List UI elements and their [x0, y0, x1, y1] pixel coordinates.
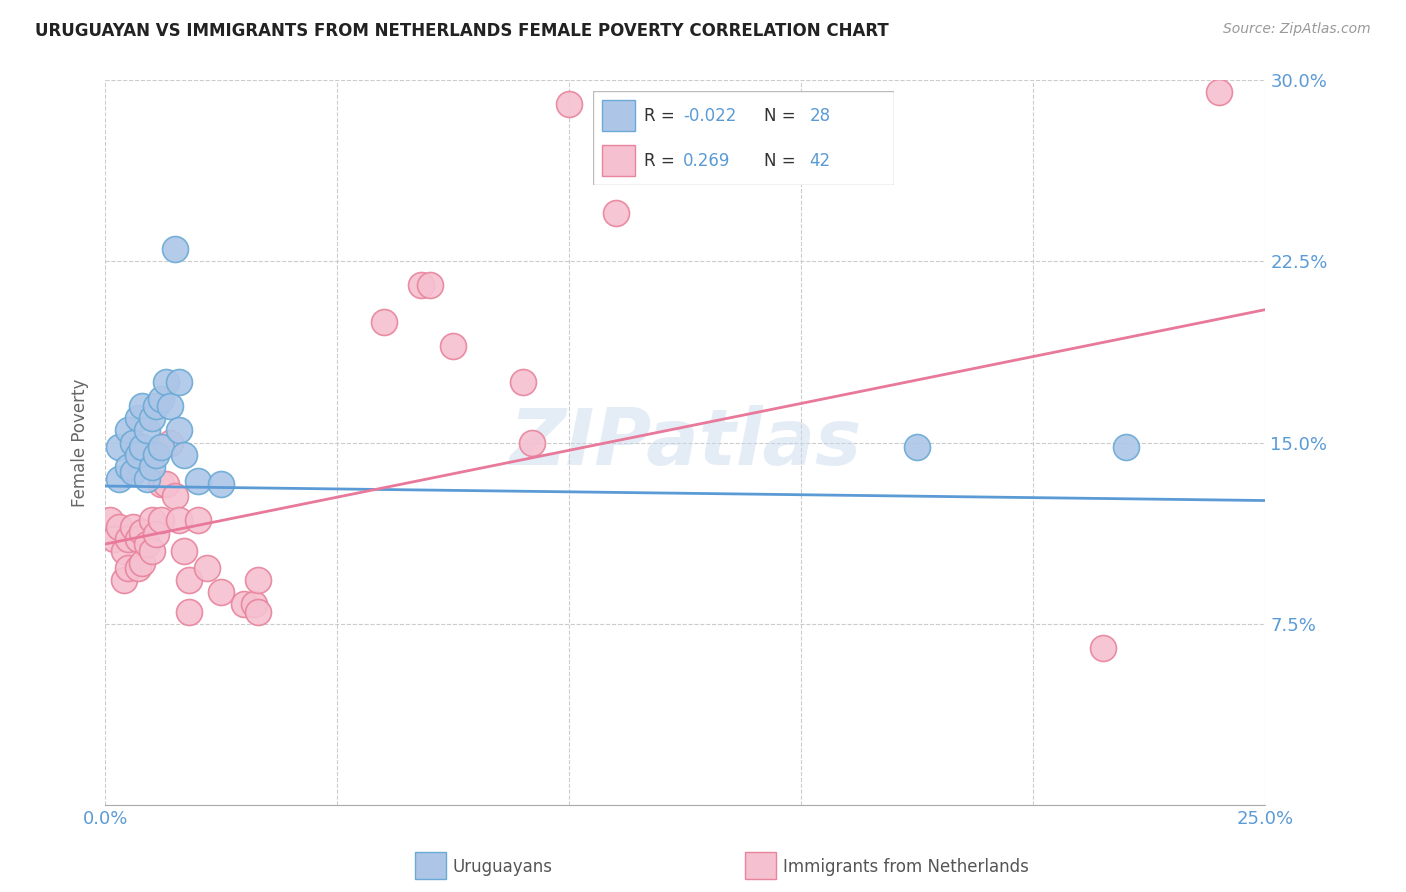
- Point: [163, 242, 186, 256]
- Point: [127, 561, 149, 575]
- Point: [122, 435, 145, 450]
- Point: [149, 476, 172, 491]
- Point: [233, 598, 256, 612]
- Point: [419, 278, 441, 293]
- Point: [905, 441, 928, 455]
- Point: [209, 476, 232, 491]
- Point: [373, 315, 395, 329]
- Text: URUGUAYAN VS IMMIGRANTS FROM NETHERLANDS FEMALE POVERTY CORRELATION CHART: URUGUAYAN VS IMMIGRANTS FROM NETHERLANDS…: [35, 22, 889, 40]
- Point: [149, 513, 172, 527]
- Point: [127, 411, 149, 425]
- Point: [173, 448, 195, 462]
- Point: [163, 489, 186, 503]
- Point: [155, 476, 177, 491]
- Point: [136, 537, 159, 551]
- Point: [131, 557, 153, 571]
- Point: [1115, 441, 1137, 455]
- Point: [195, 561, 218, 575]
- Point: [512, 375, 534, 389]
- Point: [159, 399, 181, 413]
- Point: [169, 513, 191, 527]
- Point: [108, 472, 131, 486]
- Point: [605, 206, 627, 220]
- Text: Uruguayans: Uruguayans: [453, 858, 553, 876]
- Point: [127, 532, 149, 546]
- Point: [169, 424, 191, 438]
- Point: [103, 532, 125, 546]
- Point: [131, 524, 153, 539]
- Point: [122, 465, 145, 479]
- Point: [145, 448, 167, 462]
- Point: [117, 561, 139, 575]
- Point: [141, 544, 163, 558]
- Point: [187, 474, 209, 488]
- Point: [409, 278, 432, 293]
- Point: [1208, 85, 1230, 99]
- Point: [117, 532, 139, 546]
- Point: [169, 375, 191, 389]
- Point: [145, 399, 167, 413]
- Point: [209, 585, 232, 599]
- Point: [149, 441, 172, 455]
- Point: [242, 598, 264, 612]
- Point: [112, 574, 135, 588]
- Point: [141, 411, 163, 425]
- Point: [141, 513, 163, 527]
- Point: [131, 441, 153, 455]
- Point: [145, 527, 167, 541]
- Point: [127, 448, 149, 462]
- Point: [173, 544, 195, 558]
- Point: [108, 441, 131, 455]
- Point: [136, 424, 159, 438]
- Point: [141, 459, 163, 474]
- Point: [136, 472, 159, 486]
- Point: [522, 435, 544, 450]
- Y-axis label: Female Poverty: Female Poverty: [72, 378, 89, 507]
- Point: [247, 574, 270, 588]
- Point: [177, 574, 200, 588]
- Point: [122, 520, 145, 534]
- Text: Immigrants from Netherlands: Immigrants from Netherlands: [783, 858, 1029, 876]
- Point: [117, 424, 139, 438]
- Point: [149, 392, 172, 406]
- Point: [247, 605, 270, 619]
- Point: [159, 435, 181, 450]
- Point: [131, 399, 153, 413]
- Point: [177, 605, 200, 619]
- Point: [441, 339, 464, 353]
- Point: [155, 375, 177, 389]
- Point: [558, 97, 581, 112]
- Point: [98, 513, 121, 527]
- Text: ZIPatlas: ZIPatlas: [509, 405, 862, 481]
- Point: [1092, 640, 1115, 655]
- Point: [187, 513, 209, 527]
- Point: [108, 520, 131, 534]
- Point: [117, 459, 139, 474]
- Point: [112, 544, 135, 558]
- Text: Source: ZipAtlas.com: Source: ZipAtlas.com: [1223, 22, 1371, 37]
